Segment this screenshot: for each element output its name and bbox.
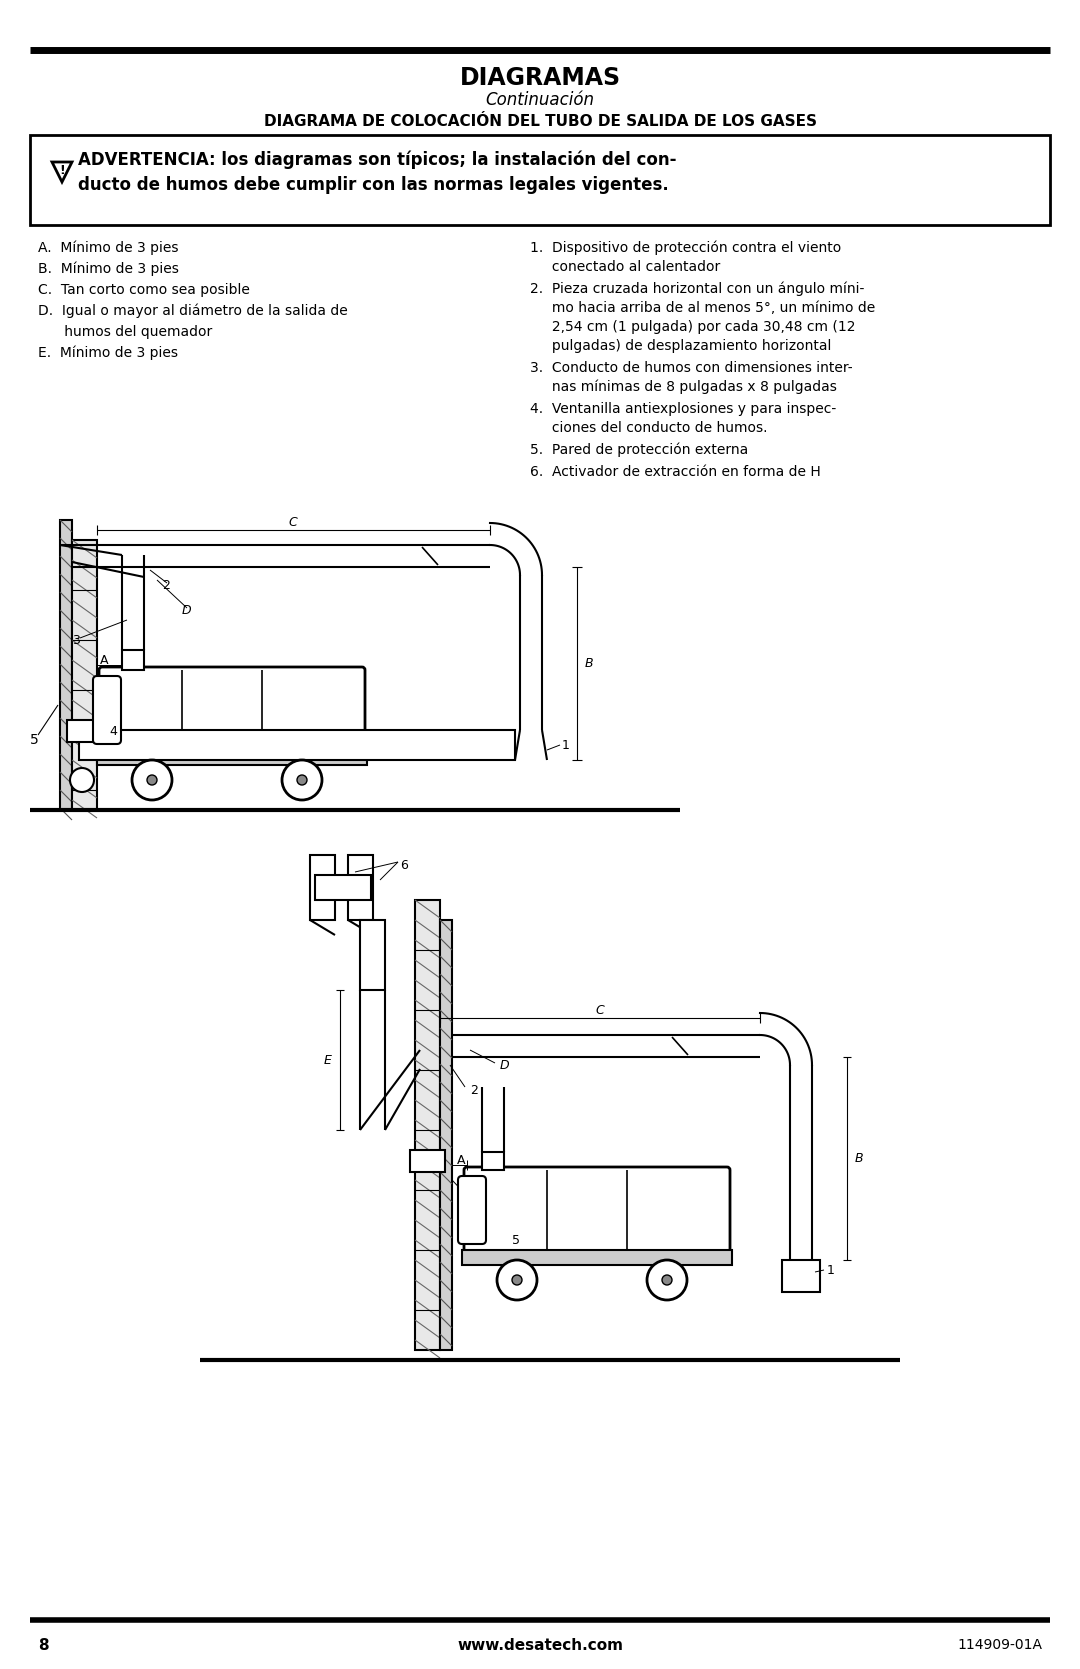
Text: Continuación: Continuación (486, 92, 594, 108)
Text: D: D (500, 1058, 510, 1071)
Text: E.  Mínimo de 3 pies: E. Mínimo de 3 pies (38, 345, 178, 361)
Text: 5: 5 (30, 733, 39, 748)
Circle shape (282, 759, 322, 799)
Text: pulgadas) de desplazamiento horizontal: pulgadas) de desplazamiento horizontal (530, 339, 832, 354)
Bar (315, 875, 372, 900)
Bar (782, 1260, 820, 1292)
Bar (67, 719, 102, 743)
Text: B: B (585, 656, 594, 669)
Bar (462, 1250, 732, 1265)
Bar (440, 920, 453, 1350)
Text: 2: 2 (162, 579, 170, 591)
Text: 8: 8 (38, 1637, 49, 1652)
Text: B: B (855, 1152, 864, 1165)
Text: 2: 2 (470, 1083, 477, 1097)
Text: 4.  Ventanilla antiexplosiones y para inspec-: 4. Ventanilla antiexplosiones y para ins… (530, 402, 836, 416)
FancyBboxPatch shape (99, 668, 365, 753)
Text: humos del quemador: humos del quemador (38, 325, 213, 339)
Text: D: D (183, 604, 191, 616)
Text: 1: 1 (827, 1263, 835, 1277)
Text: C.  Tan corto como sea posible: C. Tan corto como sea posible (38, 284, 249, 297)
Text: B.  Mínimo de 3 pies: B. Mínimo de 3 pies (38, 262, 179, 277)
Text: E: E (324, 1053, 332, 1066)
Bar (30, 135, 1050, 225)
Bar (122, 649, 144, 669)
Circle shape (70, 768, 94, 793)
Bar (79, 729, 515, 759)
Text: C: C (596, 1003, 605, 1016)
Bar (360, 920, 384, 990)
Text: 114909-01A: 114909-01A (957, 1637, 1042, 1652)
Text: 2.  Pieza cruzada horizontal con un ángulo míni-: 2. Pieza cruzada horizontal con un ángul… (530, 282, 864, 297)
Text: 3: 3 (72, 634, 80, 646)
Text: A.  Mínimo de 3 pies: A. Mínimo de 3 pies (38, 240, 178, 255)
Circle shape (497, 1260, 537, 1300)
Circle shape (132, 759, 172, 799)
Text: 6: 6 (400, 858, 408, 871)
Bar (415, 900, 440, 1350)
Text: A: A (457, 1153, 465, 1167)
Text: 6.  Activador de extracción en forma de H: 6. Activador de extracción en forma de H (530, 466, 821, 479)
Text: C: C (288, 516, 297, 529)
FancyBboxPatch shape (464, 1167, 730, 1253)
Bar (410, 1150, 445, 1172)
Circle shape (662, 1275, 672, 1285)
Text: ciones del conducto de humos.: ciones del conducto de humos. (530, 421, 768, 436)
Text: 4: 4 (109, 724, 117, 738)
Circle shape (647, 1260, 687, 1300)
Bar (60, 521, 72, 809)
Text: 2,54 cm (1 pulgada) por cada 30,48 cm (12: 2,54 cm (1 pulgada) por cada 30,48 cm (1… (530, 320, 855, 334)
Text: 3.  Conducto de humos con dimensiones inter-: 3. Conducto de humos con dimensiones int… (530, 361, 852, 376)
Text: D.  Igual o mayor al diámetro de la salida de: D. Igual o mayor al diámetro de la salid… (38, 304, 348, 319)
Text: !: ! (59, 164, 65, 177)
Text: www.desatech.com: www.desatech.com (457, 1637, 623, 1652)
Text: DIAGRAMAS: DIAGRAMAS (459, 67, 621, 90)
Text: ADVERTENCIA: los diagramas son típicos; la instalación del con-: ADVERTENCIA: los diagramas son típicos; … (78, 150, 676, 169)
Circle shape (297, 774, 307, 784)
Bar (348, 855, 373, 920)
Text: 5.  Pared de protección externa: 5. Pared de protección externa (530, 442, 748, 457)
Text: mo hacia arriba de al menos 5°, un mínimo de: mo hacia arriba de al menos 5°, un mínim… (530, 300, 875, 315)
Text: DIAGRAMA DE COLOCACIÓN DEL TUBO DE SALIDA DE LOS GASES: DIAGRAMA DE COLOCACIÓN DEL TUBO DE SALID… (264, 115, 816, 130)
FancyBboxPatch shape (458, 1177, 486, 1243)
Bar (310, 855, 335, 920)
Text: nas mínimas de 8 pulgadas x 8 pulgadas: nas mínimas de 8 pulgadas x 8 pulgadas (530, 381, 837, 394)
Polygon shape (52, 162, 72, 182)
Circle shape (512, 1275, 522, 1285)
Text: 5: 5 (512, 1233, 519, 1247)
Text: A: A (100, 654, 108, 666)
Circle shape (147, 774, 157, 784)
Text: ducto de humos debe cumplir con las normas legales vigentes.: ducto de humos debe cumplir con las norm… (78, 175, 669, 194)
Text: 1: 1 (562, 738, 570, 751)
FancyBboxPatch shape (93, 676, 121, 744)
Text: 1.  Dispositivo de protección contra el viento: 1. Dispositivo de protección contra el v… (530, 240, 841, 255)
Bar (482, 1152, 504, 1170)
Bar (97, 749, 367, 764)
Bar (72, 541, 97, 809)
Text: conectado al calentador: conectado al calentador (530, 260, 720, 274)
